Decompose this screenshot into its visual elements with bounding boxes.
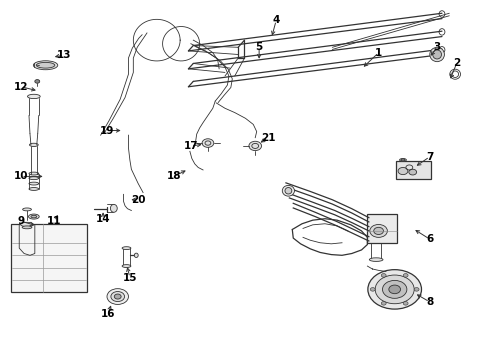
Text: 6: 6 — [426, 234, 432, 244]
Circle shape — [381, 274, 386, 277]
Circle shape — [111, 292, 124, 302]
Ellipse shape — [368, 258, 382, 261]
Ellipse shape — [35, 80, 40, 83]
Circle shape — [413, 288, 418, 291]
Ellipse shape — [31, 215, 37, 218]
Circle shape — [248, 141, 261, 150]
Circle shape — [408, 169, 416, 175]
Text: 4: 4 — [272, 15, 279, 26]
Text: 9: 9 — [18, 216, 25, 226]
Text: 7: 7 — [425, 152, 432, 162]
Ellipse shape — [27, 94, 40, 99]
Text: 1: 1 — [374, 48, 382, 58]
FancyBboxPatch shape — [11, 225, 87, 292]
Circle shape — [107, 289, 128, 305]
Ellipse shape — [20, 222, 33, 226]
Text: 16: 16 — [101, 310, 115, 319]
Ellipse shape — [429, 47, 444, 62]
Circle shape — [202, 139, 213, 147]
Circle shape — [369, 225, 386, 237]
Text: 21: 21 — [260, 133, 275, 143]
Circle shape — [381, 302, 386, 305]
Ellipse shape — [110, 204, 117, 212]
Text: 3: 3 — [432, 42, 440, 52]
FancyBboxPatch shape — [395, 161, 430, 179]
Ellipse shape — [28, 214, 39, 219]
Circle shape — [403, 302, 407, 305]
Ellipse shape — [122, 265, 131, 267]
Text: 14: 14 — [96, 215, 110, 224]
Text: 19: 19 — [100, 126, 114, 135]
Circle shape — [367, 270, 421, 309]
Circle shape — [388, 285, 400, 294]
Text: 17: 17 — [183, 141, 198, 151]
Ellipse shape — [399, 158, 406, 161]
Ellipse shape — [29, 177, 39, 180]
Text: 12: 12 — [14, 82, 28, 92]
Text: 18: 18 — [166, 171, 181, 181]
Text: 11: 11 — [47, 216, 61, 226]
Ellipse shape — [29, 143, 38, 147]
Ellipse shape — [22, 208, 31, 211]
Text: 15: 15 — [122, 273, 137, 283]
Ellipse shape — [134, 253, 138, 257]
Circle shape — [114, 294, 121, 299]
FancyBboxPatch shape — [366, 214, 396, 243]
Circle shape — [403, 274, 407, 277]
Text: 10: 10 — [14, 171, 28, 181]
Circle shape — [369, 288, 374, 291]
Ellipse shape — [432, 50, 441, 59]
Text: 13: 13 — [57, 50, 71, 60]
Ellipse shape — [36, 62, 55, 68]
Ellipse shape — [22, 226, 32, 229]
Text: 8: 8 — [426, 297, 432, 307]
Ellipse shape — [33, 61, 58, 70]
Ellipse shape — [122, 247, 131, 249]
Text: 2: 2 — [452, 58, 459, 68]
Text: 5: 5 — [255, 42, 262, 52]
Ellipse shape — [29, 172, 39, 175]
Circle shape — [382, 280, 406, 298]
Circle shape — [373, 227, 383, 234]
Text: 20: 20 — [131, 195, 145, 205]
Circle shape — [397, 167, 407, 175]
Ellipse shape — [400, 159, 404, 161]
Ellipse shape — [29, 188, 39, 190]
Ellipse shape — [29, 182, 39, 185]
Ellipse shape — [285, 188, 291, 194]
Ellipse shape — [282, 185, 294, 196]
Circle shape — [374, 275, 413, 304]
